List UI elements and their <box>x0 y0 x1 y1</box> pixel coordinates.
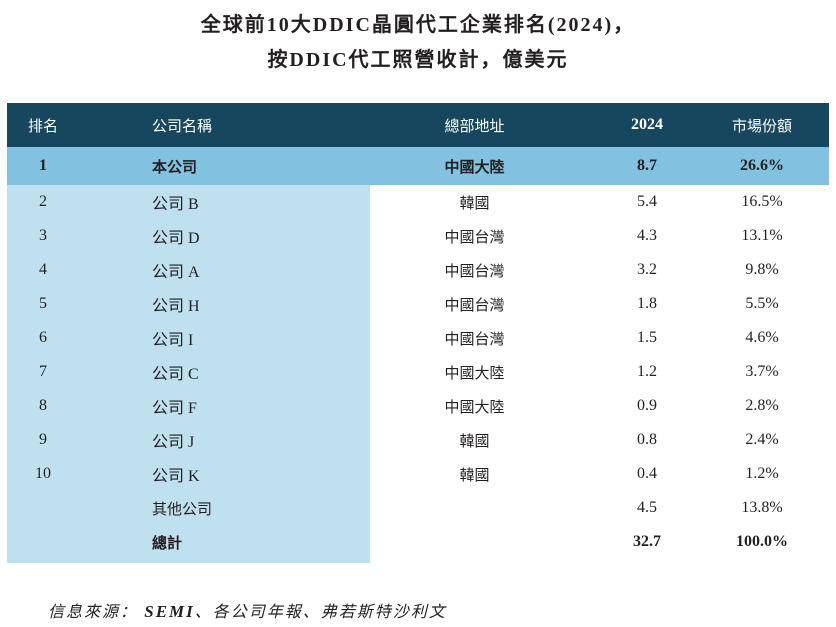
source-label: 信息來源： <box>48 602 139 621</box>
share-cell: 13.8% <box>741 499 783 516</box>
share-cell: 13.1% <box>741 227 783 244</box>
value-cell: 32.7 <box>633 533 661 550</box>
rank-company-column-shading <box>7 185 370 563</box>
rank-cell: 4 <box>39 261 47 278</box>
header-headquarters: 總部地址 <box>444 116 505 135</box>
share-cell: 9.8% <box>745 261 779 278</box>
value-cell: 1.2 <box>637 363 657 380</box>
table-header-row: 排名 公司名稱 總部地址 2024 市場份額 <box>7 103 829 147</box>
table-title-line-1: 全球前10大DDIC晶圓代工企業排名(2024)， <box>200 14 636 36</box>
table-row: 6 公司 I 中國台灣 1.5 4.6% <box>7 321 829 355</box>
headquarters-cell: 中國大陸 <box>444 363 505 382</box>
rank-cell: 7 <box>39 363 47 380</box>
rank-cell <box>7 491 79 525</box>
headquarters-cell: 韓國 <box>459 465 490 484</box>
share-cell: 2.8% <box>745 397 779 414</box>
company-cell: 公司 H <box>152 298 200 315</box>
value-cell: 8.7 <box>637 157 657 174</box>
company-cell: 公司 A <box>152 264 200 281</box>
table-row: 4 公司 A 中國台灣 3.2 9.8% <box>7 253 829 287</box>
source-rest: 、各公司年報、弗若斯特沙利文 <box>194 602 447 621</box>
headquarters-cell: 中國大陸 <box>444 157 505 176</box>
rank-cell: 8 <box>39 397 47 414</box>
rank-cell: 2 <box>39 193 47 210</box>
share-cell: 2.4% <box>745 431 779 448</box>
company-cell: 其他公司 <box>152 499 213 518</box>
source-note: 信息來源： SEMI、各公司年報、弗若斯特沙利文 <box>48 598 447 622</box>
table-row: 9 公司 J 韓國 0.8 2.4% <box>7 423 829 457</box>
share-cell: 100.0% <box>736 533 788 550</box>
table-row: 7 公司 C 中國大陸 1.2 3.7% <box>7 355 829 389</box>
headquarters-cell <box>407 525 542 559</box>
headquarters-cell: 中國台灣 <box>444 329 505 348</box>
share-cell: 4.6% <box>745 329 779 346</box>
value-cell: 3.2 <box>637 261 657 278</box>
company-cell: 公司 D <box>152 230 200 247</box>
table-row-total: 總計 32.7 100.0% <box>7 525 829 559</box>
rank-cell: 9 <box>39 431 47 448</box>
share-cell: 1.2% <box>745 465 779 482</box>
headquarters-cell: 中國台灣 <box>444 295 505 314</box>
company-cell: 總計 <box>152 533 183 552</box>
company-cell: 公司 B <box>152 196 199 213</box>
rank-cell: 1 <box>39 157 47 174</box>
headquarters-cell: 中國台灣 <box>444 261 505 280</box>
value-cell: 4.5 <box>637 499 657 516</box>
headquarters-cell: 韓國 <box>459 193 490 212</box>
source-semi: SEMI <box>144 602 195 621</box>
header-year: 2024 <box>631 116 663 133</box>
company-cell: 公司 F <box>152 400 197 417</box>
table-row: 10 公司 K 韓國 0.4 1.2% <box>7 457 829 491</box>
headquarters-cell: 中國台灣 <box>444 227 505 246</box>
company-cell: 公司 K <box>152 468 200 485</box>
value-cell: 1.5 <box>637 329 657 346</box>
table-row: 3 公司 D 中國台灣 4.3 13.1% <box>7 219 829 253</box>
rank-cell: 3 <box>39 227 47 244</box>
header-share: 市場份額 <box>731 116 792 135</box>
value-cell: 0.9 <box>637 397 657 414</box>
rank-cell: 6 <box>39 329 47 346</box>
value-cell: 1.8 <box>637 295 657 312</box>
share-cell: 16.5% <box>741 193 783 210</box>
headquarters-cell <box>407 491 542 525</box>
rank-cell <box>7 525 79 559</box>
value-cell: 5.4 <box>637 193 657 210</box>
header-company: 公司名稱 <box>152 116 213 135</box>
header-rank: 排名 <box>27 116 58 135</box>
table-row-highlighted: 1 本公司 中國大陸 8.7 26.6% <box>7 147 829 185</box>
table-row-others: 其他公司 4.5 13.8% <box>7 491 829 525</box>
company-cell: 公司 J <box>152 434 195 451</box>
value-cell: 4.3 <box>637 227 657 244</box>
table-title-line-2: 按DDIC代工照營收計，億美元 <box>267 49 569 71</box>
company-cell: 公司 C <box>152 366 199 383</box>
table-row: 2 公司 B 韓國 5.4 16.5% <box>7 185 829 219</box>
table-row: 5 公司 H 中國台灣 1.8 5.5% <box>7 287 829 321</box>
share-cell: 5.5% <box>745 295 779 312</box>
rank-cell: 5 <box>39 295 47 312</box>
share-cell: 26.6% <box>740 157 784 174</box>
share-cell: 3.7% <box>745 363 779 380</box>
value-cell: 0.8 <box>637 431 657 448</box>
company-cell: 本公司 <box>152 157 198 176</box>
headquarters-cell: 韓國 <box>459 431 490 450</box>
company-cell: 公司 I <box>152 332 194 349</box>
value-cell: 0.4 <box>637 465 657 482</box>
rank-cell: 10 <box>35 465 51 482</box>
headquarters-cell: 中國大陸 <box>444 397 505 416</box>
table-row: 8 公司 F 中國大陸 0.9 2.8% <box>7 389 829 423</box>
